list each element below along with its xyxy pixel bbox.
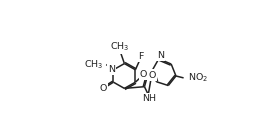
Text: NH: NH (142, 94, 156, 103)
Text: CH$_3$: CH$_3$ (84, 58, 103, 71)
Text: N: N (108, 65, 115, 74)
Text: N: N (157, 51, 164, 60)
Text: O: O (148, 71, 156, 80)
Text: CH$_3$: CH$_3$ (110, 41, 129, 53)
Text: O: O (99, 84, 107, 93)
Text: NO$_2$: NO$_2$ (188, 71, 208, 84)
Text: F: F (138, 52, 143, 61)
Text: OH: OH (140, 70, 154, 79)
